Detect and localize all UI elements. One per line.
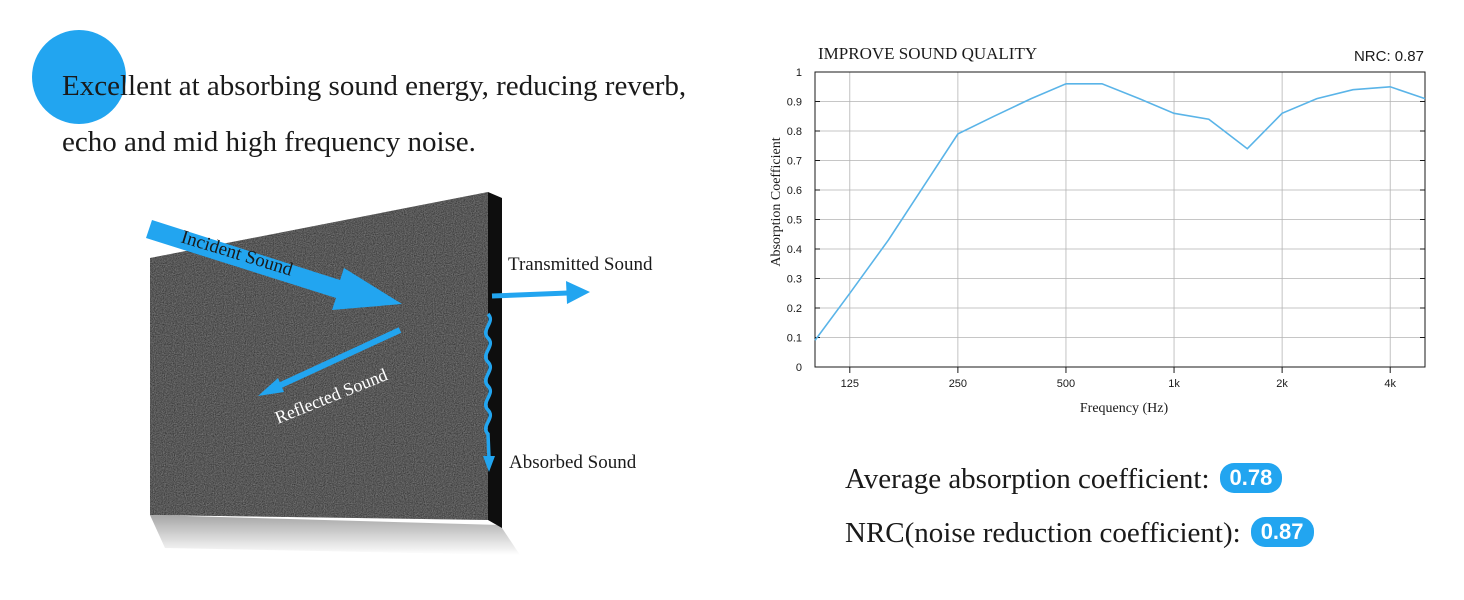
y-tick-label: 0.2: [787, 303, 802, 315]
headline: Excellent at absorbing sound energy, red…: [62, 70, 687, 158]
panel-shadow: [150, 515, 520, 555]
absorption-chart: IMPROVE SOUND QUALITY NRC: 0.87 00.10.20…: [769, 44, 1426, 416]
x-tick-label: 2k: [1276, 378, 1288, 390]
absorbed-wave: [484, 312, 492, 459]
panel-edge: [488, 192, 502, 528]
y-tick-label: 0.8: [787, 126, 802, 138]
reflected-arrow: [268, 327, 402, 393]
average-absorption-row: Average absorption coefficient: 0.78: [845, 459, 1283, 499]
y-tick-label: 0.6: [787, 185, 802, 197]
chart-nrc-annotation: NRC: 0.87: [1354, 48, 1424, 65]
y-tick-label: 0.9: [787, 97, 802, 109]
x-tick-label: 250: [949, 378, 967, 390]
chart-title: IMPROVE SOUND QUALITY: [818, 44, 1037, 63]
average-absorption-label: Average absorption coefficient:: [845, 463, 1210, 495]
reflected-arrowhead: [258, 378, 284, 396]
y-tick-label: 0.1: [787, 333, 802, 345]
absorbed-arrowhead: [483, 456, 495, 472]
y-tick-label: 0.7: [787, 156, 802, 168]
absorption-series-line: [814, 83, 1426, 341]
absorbed-label: Absorbed Sound: [509, 452, 637, 473]
x-tick-label: 125: [841, 378, 859, 390]
transmitted-arrow: [491, 290, 569, 299]
x-axis-label: Frequency (Hz): [1080, 401, 1169, 416]
x-tick-label: 4k: [1384, 378, 1396, 390]
y-tick-label: 1: [796, 67, 802, 79]
y-tick-label: 0: [796, 362, 802, 374]
y-tick-label: 0.3: [787, 274, 802, 286]
grid: [815, 72, 1425, 367]
transmitted-label: Transmitted Sound: [508, 254, 653, 275]
y-tick-label: 0.5: [787, 215, 802, 227]
data-points: [814, 83, 1426, 341]
incident-arrow: [146, 220, 402, 310]
transmitted-arrowhead: [566, 281, 590, 304]
sound-panel-diagram: Incident Sound Reflected Sound Transmitt…: [146, 192, 653, 555]
nrc-row: NRC(noise reduction coefficient): 0.87: [845, 513, 1314, 553]
y-axis-label: Absorption Coefficient: [769, 137, 784, 266]
y-tick-label: 0.4: [787, 244, 802, 256]
nrc-label: NRC(noise reduction coefficient):: [845, 517, 1241, 549]
panel-face: [150, 192, 488, 520]
nrc-badge: 0.87: [1250, 517, 1314, 547]
average-absorption-badge: 0.78: [1219, 463, 1283, 493]
accent-dot: [32, 30, 126, 124]
x-tick-label: 1k: [1168, 378, 1180, 390]
axis-ticks: 0 0.1 0.2 0.3 0.4 0.5 0.6 0.7 0.8 0.9 1 125 250 500 1k…: [787, 67, 1425, 390]
x-tick-label: 500: [1057, 378, 1075, 390]
